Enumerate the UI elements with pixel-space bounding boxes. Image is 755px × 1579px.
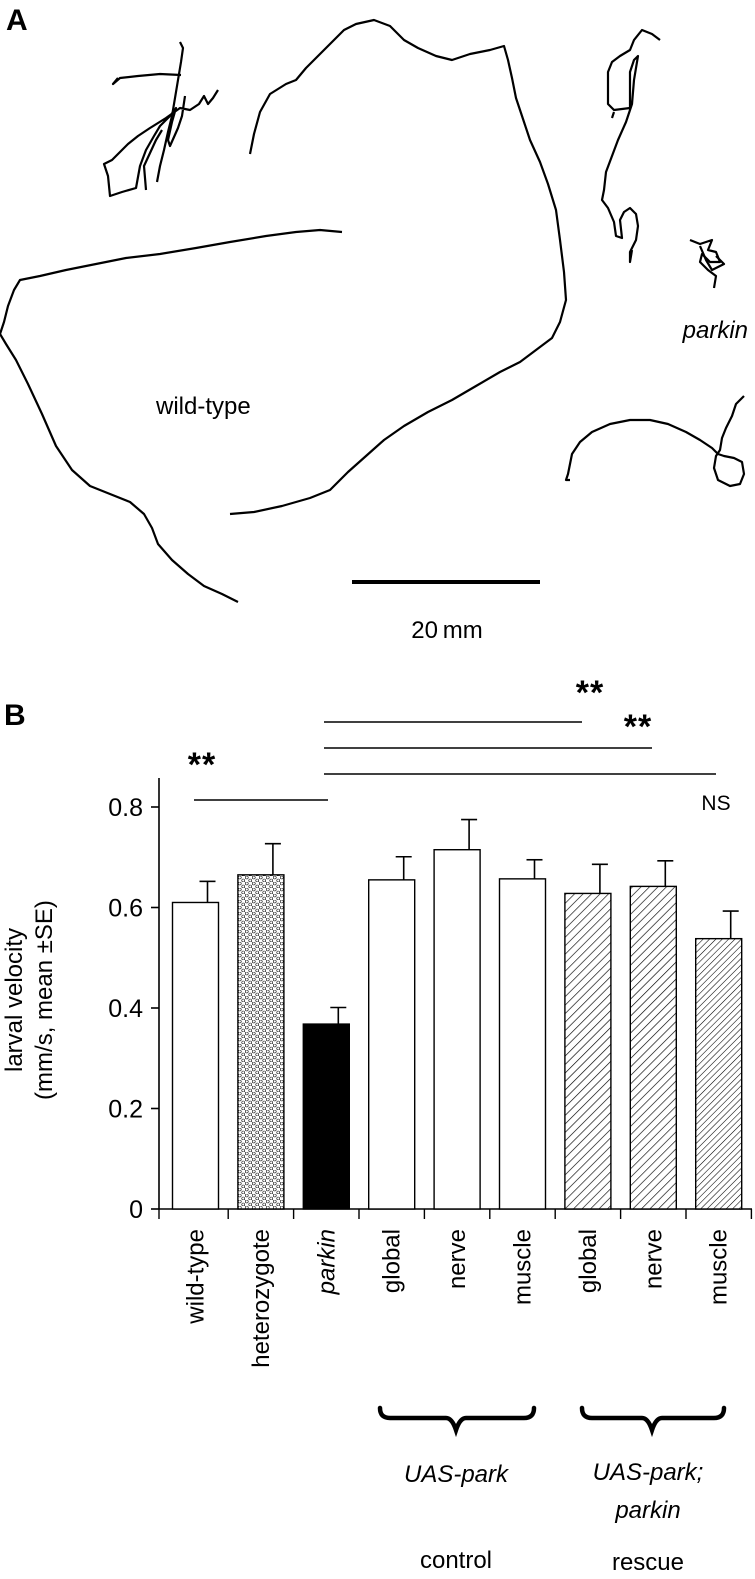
bar — [695, 937, 743, 1210]
group-rescue-sub: parkin — [614, 1497, 680, 1524]
x-category-label: wild-type — [183, 1229, 210, 1325]
group-rescue-name: UAS-park; — [593, 1459, 704, 1486]
x-category-label: muscle — [510, 1229, 537, 1305]
bar — [498, 878, 547, 1210]
x-category-label: nerve — [640, 1229, 667, 1289]
bar — [171, 901, 220, 1210]
y-tick-label: 0.6 — [108, 895, 143, 923]
y-axis-label-line2: (mm/s, mean ±SE) — [31, 900, 58, 1100]
track-wildtype-large — [0, 18, 568, 603]
sig-ns: NS — [701, 792, 730, 815]
y-axis-label-line1: larval velocity — [1, 928, 28, 1072]
y-tick-label: 0 — [129, 1196, 143, 1224]
panel-b-label: B — [4, 699, 26, 732]
x-category-label: heterozygote — [248, 1229, 275, 1368]
group-rescue-footer: rescue — [612, 1549, 684, 1576]
y-tick-label: 0.2 — [108, 1096, 143, 1124]
x-category-label: nerve — [444, 1229, 471, 1289]
panel-a-label: A — [6, 4, 28, 37]
track-parkin-2 — [689, 238, 726, 289]
x-category-label: parkin — [313, 1229, 340, 1295]
track-parkin-1 — [600, 28, 661, 264]
brace-control — [377, 1405, 537, 1438]
bars — [171, 849, 743, 1210]
bar — [368, 879, 416, 1210]
x-category-label: global — [575, 1229, 602, 1293]
x-category-label: muscle — [706, 1229, 733, 1305]
sig-stars-3: ** — [624, 708, 652, 746]
sig-stars-1: ** — [188, 746, 216, 784]
group-control-footer: control — [420, 1547, 492, 1574]
track-parkin-3 — [564, 395, 746, 488]
wildtype-track-label: wild-type — [155, 393, 251, 420]
bar — [237, 874, 285, 1210]
track-wildtype-small — [102, 41, 219, 198]
group-control-name: UAS-park — [404, 1461, 510, 1488]
scale-bar-label: 20 mm — [411, 617, 482, 644]
y-tick-label: 0.4 — [108, 995, 143, 1023]
bar — [433, 849, 481, 1210]
error-bars — [199, 818, 739, 1025]
bar — [629, 885, 677, 1210]
brace-rescue — [579, 1405, 727, 1438]
y-ticks: 0 0.2 0.4 0.6 0.8 — [108, 794, 159, 1224]
y-tick-label: 0.8 — [108, 794, 143, 822]
x-category-label: global — [379, 1229, 406, 1293]
sig-stars-2: ** — [576, 674, 604, 712]
x-category-labels: wild-type heterozygote parkin global nerve mu… — [158, 1209, 753, 1368]
bar — [302, 1023, 350, 1210]
bar — [564, 892, 612, 1210]
parkin-track-label: parkin — [682, 317, 748, 344]
